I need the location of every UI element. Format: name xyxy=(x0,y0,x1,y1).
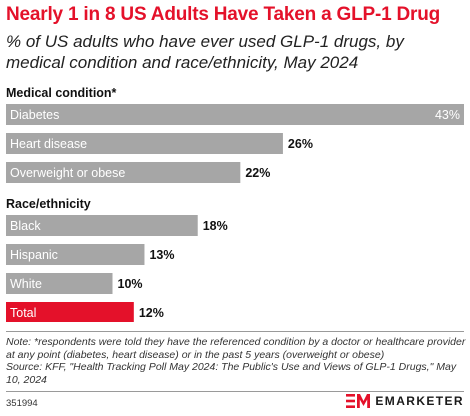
bar-label-white: White xyxy=(10,277,42,291)
group-label-race-ethnicity: Race/ethnicity xyxy=(6,197,91,211)
bar-label-heart-disease: Heart disease xyxy=(10,137,87,151)
value-label-diabetes: 43% xyxy=(435,108,460,122)
source-text: Source: KFF, "Health Tracking Poll May 2… xyxy=(6,361,457,386)
bar-label-hispanic: Hispanic xyxy=(10,248,58,262)
value-label-white: 10% xyxy=(118,277,143,291)
value-label-total: 12% xyxy=(139,306,164,320)
bar-chart: Medical condition* Diabetes 43% Heart disea… xyxy=(6,86,464,322)
value-label-overweight-or-obese: 22% xyxy=(245,166,270,180)
bar-overweight-or-obese xyxy=(6,162,241,183)
divider-top xyxy=(6,331,464,332)
bar-diabetes xyxy=(6,104,464,125)
em-logo-icon xyxy=(346,394,371,408)
bar-total xyxy=(6,302,134,322)
brand-logo: EMARKETER xyxy=(346,394,464,408)
note-text: Note: *respondents were told they have t… xyxy=(6,336,466,361)
bar-hispanic xyxy=(6,244,145,265)
bar-label-diabetes: Diabetes xyxy=(10,108,59,122)
chart-title: Nearly 1 in 8 US Adults Have Taken a GLP… xyxy=(6,4,441,25)
bar-label-black: Black xyxy=(10,219,41,233)
bar-label-overweight-or-obese: Overweight or obese xyxy=(10,166,125,180)
value-label-heart-disease: 26% xyxy=(288,137,313,151)
bar-black xyxy=(6,215,198,236)
value-label-black: 18% xyxy=(203,219,228,233)
brand-name: EMARKETER xyxy=(375,394,464,408)
bar-heart-disease xyxy=(6,133,283,154)
bar-label-total: Total xyxy=(10,306,36,320)
bar-white xyxy=(6,273,113,294)
chart-id: 351994 xyxy=(6,398,38,409)
footnote: Note: *respondents were told they have t… xyxy=(6,336,466,386)
divider-bottom xyxy=(6,391,464,392)
value-label-hispanic: 13% xyxy=(149,248,174,262)
group-label-medical-condition: Medical condition* xyxy=(6,86,117,100)
chart-subtitle: % of US adults who have ever used GLP-1 … xyxy=(6,32,404,72)
